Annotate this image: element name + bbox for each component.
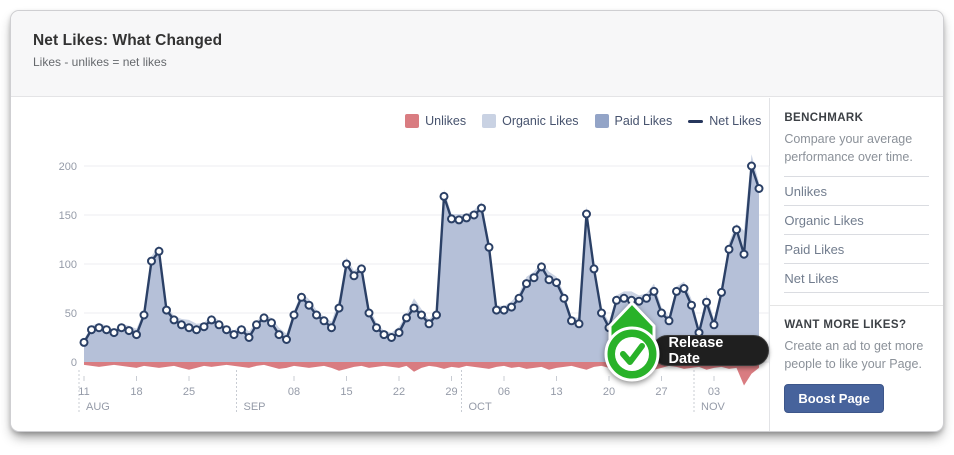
svg-text:20: 20 bbox=[603, 386, 615, 398]
want-more-likes-description: Create an ad to get more people to like … bbox=[784, 339, 924, 372]
legend-item-unlikes[interactable]: Unlikes bbox=[405, 114, 466, 128]
svg-text:06: 06 bbox=[498, 386, 510, 398]
svg-text:NOV: NOV bbox=[701, 401, 726, 413]
svg-text:27: 27 bbox=[655, 386, 667, 398]
svg-text:15: 15 bbox=[340, 386, 352, 398]
net-likes-chart[interactable]: Unlikes Organic Likes Paid Likes Net Lik… bbox=[11, 98, 771, 434]
chart-legend: Unlikes Organic Likes Paid Likes Net Lik… bbox=[405, 114, 761, 128]
svg-text:22: 22 bbox=[393, 386, 405, 398]
unlikes-area bbox=[84, 362, 759, 386]
want-more-likes-section: WANT MORE LIKES? Create an ad to get mor… bbox=[784, 306, 929, 413]
net-likes-line-swatch-icon bbox=[688, 119, 704, 123]
benchmark-heading: BENCHMARK bbox=[784, 112, 864, 124]
release-date-tooltip: Release Date bbox=[651, 334, 770, 367]
benchmark-item-paid-likes[interactable]: Paid Likes bbox=[784, 235, 929, 265]
net-likes-markers bbox=[79, 161, 764, 347]
paid-likes-area bbox=[84, 166, 759, 362]
benchmark-list: Unlikes Organic Likes Paid Likes Net Lik… bbox=[784, 176, 929, 294]
legend-item-paid-likes[interactable]: Paid Likes bbox=[594, 114, 673, 128]
organic-likes-swatch-icon bbox=[482, 114, 497, 128]
paid-likes-swatch-icon bbox=[594, 114, 609, 128]
legend-item-net-likes[interactable]: Net Likes bbox=[688, 114, 761, 128]
svg-text:50: 50 bbox=[65, 308, 77, 320]
legend-label: Organic Likes bbox=[502, 114, 579, 128]
svg-text:03: 03 bbox=[708, 386, 720, 398]
unlikes-swatch-icon bbox=[405, 114, 420, 128]
svg-text:25: 25 bbox=[183, 386, 195, 398]
svg-text:200: 200 bbox=[59, 161, 77, 173]
release-date-marker[interactable] bbox=[603, 301, 661, 385]
legend-label: Unlikes bbox=[425, 114, 467, 128]
svg-text:150: 150 bbox=[59, 210, 77, 222]
benchmark-description: Compare your average performance over ti… bbox=[784, 132, 913, 165]
page-subtitle: Likes - unlikes = net likes bbox=[33, 55, 167, 69]
svg-text:11: 11 bbox=[78, 386, 89, 398]
svg-text:OCT: OCT bbox=[469, 401, 493, 413]
svg-text:100: 100 bbox=[59, 259, 77, 271]
svg-text:29: 29 bbox=[445, 386, 457, 398]
svg-text:AUG: AUG bbox=[86, 401, 110, 413]
benchmark-item-net-likes[interactable]: Net Likes bbox=[784, 264, 929, 294]
chart-canvas[interactable]: 0 50 100 150 200 AUG SEP OCT NOV 11 18 25 08 15 22 29 06… bbox=[11, 98, 771, 434]
release-date-label: Release Date bbox=[668, 334, 724, 367]
legend-label: Net Likes bbox=[709, 114, 762, 128]
want-more-likes-heading: WANT MORE LIKES? bbox=[784, 319, 907, 332]
svg-text:SEP: SEP bbox=[244, 401, 266, 413]
benchmark-item-unlikes[interactable]: Unlikes bbox=[784, 177, 929, 207]
svg-text:0: 0 bbox=[71, 357, 77, 369]
boost-page-button[interactable]: Boost Page bbox=[784, 383, 884, 413]
svg-text:13: 13 bbox=[550, 386, 562, 398]
svg-text:08: 08 bbox=[288, 386, 300, 398]
benchmark-item-organic-likes[interactable]: Organic Likes bbox=[784, 206, 929, 236]
card-header: Net Likes: What Changed Likes - unlikes … bbox=[11, 11, 943, 97]
svg-text:18: 18 bbox=[130, 386, 142, 398]
x-axis: AUG SEP OCT NOV 11 18 25 08 15 22 29 06 13 20 27 03 bbox=[78, 370, 726, 414]
page-title: Net Likes: What Changed bbox=[33, 32, 223, 49]
legend-label: Paid Likes bbox=[614, 114, 673, 128]
legend-item-organic-likes[interactable]: Organic Likes bbox=[482, 114, 579, 128]
check-icon bbox=[619, 343, 645, 365]
benchmark-sidebar: BENCHMARK Compare your average performan… bbox=[769, 98, 943, 431]
sidebar-divider bbox=[770, 305, 943, 307]
net-likes-card: Net Likes: What Changed Likes - unlikes … bbox=[10, 10, 944, 432]
